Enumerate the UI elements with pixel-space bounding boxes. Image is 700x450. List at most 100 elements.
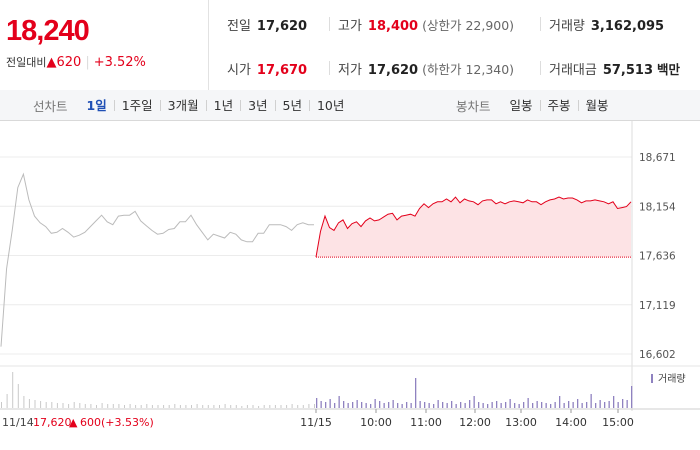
today-volume-bar <box>406 402 408 408</box>
today-volume-bar <box>379 401 381 408</box>
today-volume-bar <box>329 399 331 408</box>
prev-volume-bar <box>12 372 14 408</box>
prev-volume-bar <box>17 384 19 408</box>
today-volume-bar <box>334 403 336 408</box>
prev-volume-bar <box>140 405 142 408</box>
today-volume-bar <box>442 402 444 408</box>
tab-3year[interactable]: 3년 <box>240 99 274 111</box>
price-summary: 18,240 전일대비▲620 | +3.52% <box>0 0 209 90</box>
prev-volume-bar <box>157 405 159 408</box>
today-volume-bar <box>325 402 327 408</box>
prev-volume-bar <box>269 405 271 408</box>
tab-weekly-candle[interactable]: 주봉 <box>539 99 578 111</box>
prev-volume-bar <box>168 405 170 408</box>
prev-volume-bar <box>213 405 215 408</box>
today-volume-bar <box>491 402 493 408</box>
volume-legend: 거래량 <box>658 373 686 385</box>
tab-1week[interactable]: 1주일 <box>113 99 160 111</box>
today-volume-bar <box>482 403 484 408</box>
footer-change-percent: (+3.53%) <box>101 416 154 429</box>
today-volume-bar <box>455 404 457 408</box>
today-volume-bar <box>613 396 615 408</box>
tab-daily-candle[interactable]: 일봉 <box>509 97 533 113</box>
prev-volume-bar <box>207 405 209 408</box>
tab-1year[interactable]: 1년 <box>205 99 240 111</box>
today-volume-bar <box>410 403 412 408</box>
today-volume-bar <box>500 403 502 408</box>
prev-volume-bar <box>263 405 265 408</box>
today-area-fill <box>316 197 631 258</box>
tab-3month[interactable]: 3개월 <box>159 99 206 111</box>
footer-date: 11/14 <box>2 416 34 429</box>
today-volume-bar <box>365 403 367 408</box>
today-volume-bar <box>608 401 610 408</box>
prev-volume-bar <box>34 400 36 408</box>
prev-day-price-line <box>0 172 314 347</box>
prev-volume-bar <box>280 405 282 408</box>
today-volume-bar <box>419 401 421 408</box>
today-volume-bar <box>527 398 529 408</box>
tab-monthly-candle[interactable]: 월봉 <box>577 99 616 111</box>
tab-1day[interactable]: 1일 <box>86 97 107 113</box>
stat-low: 저가 17,620 (하한가 12,340) <box>338 62 515 78</box>
prev-volume-bar <box>308 404 310 408</box>
quote-header: 18,240 전일대비▲620 | +3.52% 전일 17,620 고가 18,400… <box>0 0 700 91</box>
today-volume-bar <box>563 403 565 408</box>
prev-volume-bar <box>291 404 293 408</box>
prev-volume-bar <box>1 402 2 408</box>
prev-volume-bar <box>40 401 42 408</box>
today-volume-bar <box>626 400 628 408</box>
today-volume-bar <box>433 404 435 408</box>
footer-change: 600 <box>80 416 101 429</box>
prev-volume-bar <box>241 406 243 408</box>
up-arrow-icon: ▲ <box>46 55 57 70</box>
prev-volume-bar <box>112 404 114 408</box>
line-chart-title: 선차트 <box>33 98 68 114</box>
tab-10year[interactable]: 10년 <box>308 99 351 111</box>
today-volume-bar <box>460 402 462 408</box>
today-volume-bar <box>599 400 601 408</box>
today-volume-bar <box>496 401 498 408</box>
change-percent: +3.52% <box>93 55 146 70</box>
prev-volume-bar <box>28 399 30 408</box>
prev-volume-bar <box>163 405 165 408</box>
x-tick-label: 12:00 <box>459 416 491 429</box>
x-tick-label: 14:00 <box>555 416 587 429</box>
prev-volume-bar <box>185 405 187 408</box>
today-volume-bar <box>451 401 453 408</box>
today-volume-bar <box>523 402 525 408</box>
x-tick-label: 15:00 <box>602 416 634 429</box>
today-volume-bar <box>316 398 318 408</box>
today-volume-bar <box>550 404 552 408</box>
today-volume-bar <box>397 403 399 408</box>
prev-volume-bar <box>297 405 299 408</box>
prev-volume-bar <box>56 403 58 408</box>
prev-volume-bar <box>235 405 237 408</box>
prev-volume-bar <box>286 405 288 408</box>
prev-volume-bar <box>6 394 8 408</box>
today-volume-bar <box>604 402 606 408</box>
today-volume-bar <box>545 403 547 408</box>
prev-volume-bar <box>314 404 315 408</box>
today-volume-bar <box>590 394 592 408</box>
prev-volume-bar <box>196 404 198 408</box>
prev-volume-bar <box>191 405 192 408</box>
footer-arrow-icon: ▲ <box>69 416 78 429</box>
prev-volume-bar <box>179 405 181 408</box>
prev-volume-bar <box>224 404 226 408</box>
prev-volume-bar <box>51 402 53 408</box>
tab-5year[interactable]: 5년 <box>274 99 309 111</box>
prev-volume-bar <box>79 403 81 408</box>
today-volume-bar <box>568 401 570 408</box>
volume-legend-swatch <box>651 374 653 383</box>
candle-chart-tabs: 봉차트 일봉 주봉 월봉 <box>456 90 616 120</box>
x-tick-label: 11:00 <box>410 416 442 429</box>
prev-volume-bar <box>258 406 260 408</box>
today-volume-bar <box>424 402 426 408</box>
prev-volume-bar <box>151 405 153 408</box>
prev-volume-bar <box>246 405 248 408</box>
today-volume-bar <box>347 403 349 408</box>
today-volume-bar <box>320 401 322 408</box>
prev-volume-bar <box>129 404 131 408</box>
prev-volume-bar <box>23 396 25 408</box>
